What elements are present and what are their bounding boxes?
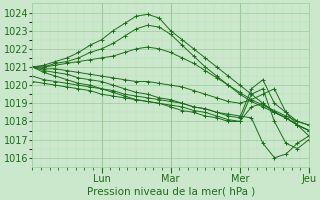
X-axis label: Pression niveau de la mer( hPa ): Pression niveau de la mer( hPa ) — [86, 187, 255, 197]
